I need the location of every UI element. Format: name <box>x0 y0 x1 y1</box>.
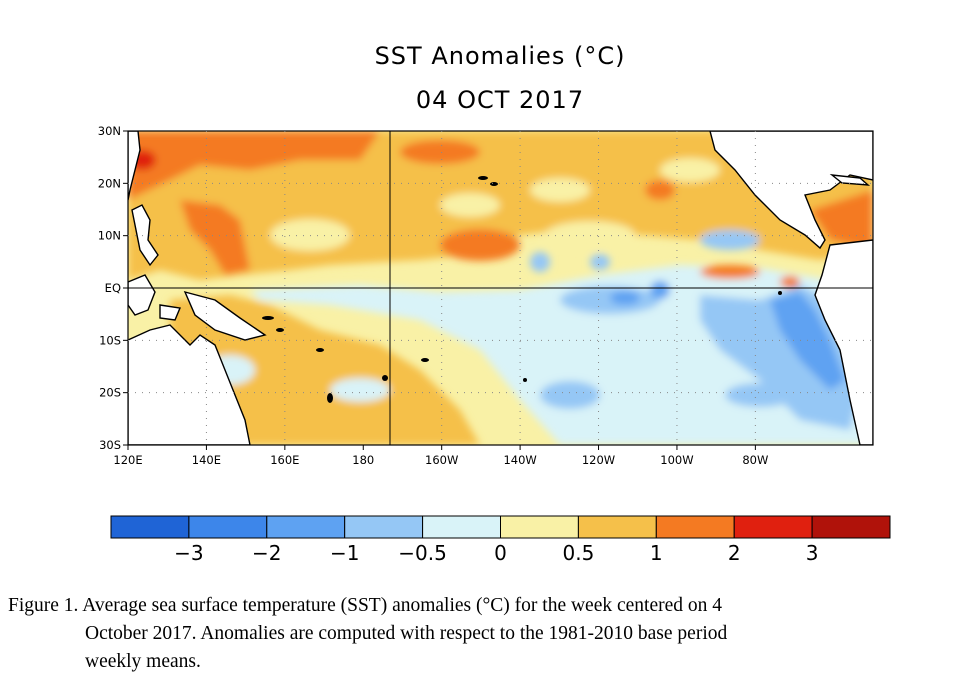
colorbar-swatch <box>344 515 424 539</box>
colorbar-tick-label: 0.5 <box>562 541 594 565</box>
colorbar-tick-label: 2 <box>728 541 741 565</box>
lon-label: 120W <box>582 453 615 467</box>
colorbar-tick-label: −0.5 <box>398 541 447 565</box>
colorbar-tick-label: 0 <box>494 541 507 565</box>
lat-label: 30S <box>99 438 121 452</box>
colorbar-tick-label: −3 <box>174 541 203 565</box>
caption-line-1: Figure 1. Average sea surface temperatur… <box>8 595 723 616</box>
colorbar-swatch <box>266 515 346 539</box>
lon-label: 160E <box>270 453 299 467</box>
longitude-axis: 120E 140E 160E 180 160W 140W 120W 100W 80W <box>113 445 768 467</box>
landmass-outlines <box>128 131 873 445</box>
colorbar-tick-label: 3 <box>806 541 819 565</box>
colorbar-tick-label: −1 <box>330 541 359 565</box>
lon-label: 100W <box>660 453 693 467</box>
colorbar-tick-label: 1 <box>650 541 663 565</box>
latitude-axis: 30N 20N 10N EQ 10S 20S 30S <box>98 124 128 452</box>
colorbar-labels: −3 −2 −1 −0.5 0 0.5 1 2 3 <box>174 541 818 565</box>
lon-label: 140E <box>192 453 221 467</box>
caption-line-3: weekly means. <box>85 651 201 672</box>
colorbar <box>110 515 891 539</box>
map-title: SST Anomalies (°C) <box>374 42 626 70</box>
sst-anomaly-map: 30N 20N 10N EQ 10S 20S 30S 120E 140E 160E 180 160W… <box>98 124 891 565</box>
lon-label: 160W <box>425 453 458 467</box>
map-date: 04 OCT 2017 <box>415 86 585 114</box>
island-markers <box>262 176 782 403</box>
lat-label: 30N <box>98 124 121 138</box>
colorbar-swatch <box>188 515 268 539</box>
colorbar-swatch <box>500 515 579 539</box>
lon-label: 140W <box>503 453 536 467</box>
figure-caption: Figure 1. Average sea surface temperatur… <box>8 592 948 676</box>
lon-label: 180 <box>352 453 374 467</box>
colorbar-tick-label: −2 <box>252 541 281 565</box>
colorbar-swatch <box>655 515 735 539</box>
lat-label: 10S <box>99 333 121 347</box>
colorbar-swatch <box>811 515 891 539</box>
lat-label: 20N <box>98 176 121 190</box>
colorbar-swatch <box>422 515 502 539</box>
lon-label: 120E <box>113 453 142 467</box>
lat-label: EQ <box>105 281 121 295</box>
lat-label: 10N <box>98 229 121 243</box>
colorbar-swatch <box>733 515 813 539</box>
caption-line-2: October 2017. Anomalies are computed wit… <box>85 623 728 644</box>
colorbar-swatch <box>577 515 657 539</box>
colorbar-swatch <box>110 515 190 539</box>
lon-label: 80W <box>742 453 768 467</box>
lat-label: 20S <box>99 386 121 400</box>
